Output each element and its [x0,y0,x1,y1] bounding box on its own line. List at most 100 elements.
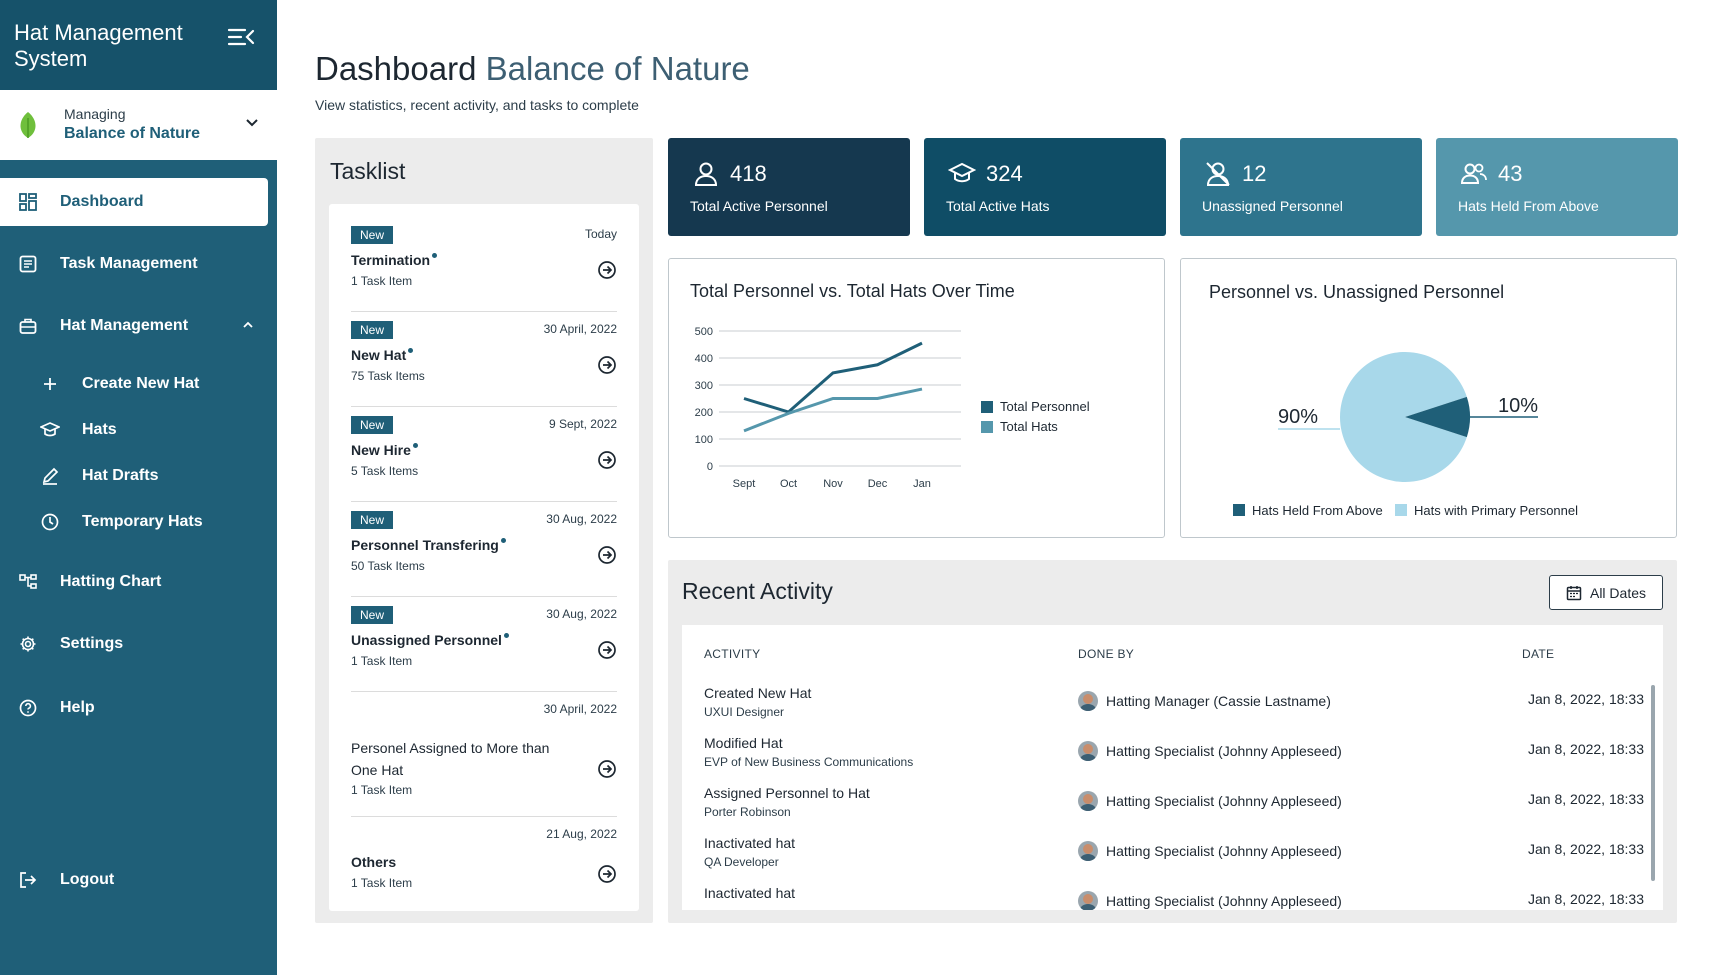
pie-slice [1405,396,1470,438]
calendar-icon [1566,585,1582,600]
task-count: 1 Task Item [351,783,413,797]
sidebar-item-label: Task Management [60,255,198,272]
logout-icon [18,870,38,890]
sidebar-item-task-management[interactable]: Task Management [0,240,268,288]
all-dates-button[interactable]: All Dates [1549,575,1663,610]
activity-subtitle: QA Developer [704,855,779,869]
arrow-right-circle-icon[interactable] [597,640,617,660]
task-item[interactable]: New 9 Sept, 2022 New Hire 5 Task Items [351,416,617,502]
table-row[interactable]: Created New Hat UXUI Designer Hatting Ma… [704,685,1644,735]
chart-title: Personnel vs. Unassigned Personnel [1209,282,1505,302]
x-tick-label: Sept [733,478,756,490]
chevron-down-icon[interactable] [245,118,259,128]
table-row[interactable]: Modified Hat EVP of New Business Communi… [704,735,1644,785]
sidebar-item-settings[interactable]: Settings [0,620,268,668]
sidebar-header: Hat Management System [0,0,277,90]
series-line [743,341,923,414]
pie-value-label: 10% [1498,395,1538,417]
legend-label: Total Hats [1000,419,1058,434]
sidebar-item-label: Create New Hat [82,375,200,392]
task-list-icon [18,254,38,274]
table-row[interactable]: Inactivated hat QA Developer Hatting Spe… [704,835,1644,885]
stat-card-active-hats: 324 Total Active Hats [924,138,1166,236]
leaf-icon [20,112,36,138]
task-item[interactable]: 30 April, 2022 Personel Assigned to More… [351,701,617,817]
arrow-right-circle-icon[interactable] [597,450,617,470]
new-badge: New [351,606,394,624]
task-item[interactable]: 21 Aug, 2022 Others 1 Task Item [351,826,617,906]
task-date: 30 Aug, 2022 [546,512,617,526]
scrollbar[interactable] [1651,685,1655,881]
task-date: 30 April, 2022 [543,702,617,716]
x-tick-label: Dec [868,478,888,490]
arrow-right-circle-icon[interactable] [597,545,617,565]
activity-subtitle: EVP of New Business Communications [704,755,914,769]
sidebar-item-label: Temporary Hats [82,513,203,530]
y-tick-label: 500 [695,326,713,338]
table-row[interactable]: Inactivated hat Hatting Specialist (John… [704,885,1644,910]
task-name: Unassigned Personnel [351,632,509,648]
tasklist-card: New Today Termination 1 Task Item New 30… [329,204,639,911]
managing-value: Balance of Nature [64,125,201,142]
plus-icon [40,374,60,394]
new-badge: New [351,226,394,244]
arrow-right-circle-icon[interactable] [597,759,617,779]
sidebar-item-hat-management[interactable]: Hat Management [0,302,268,350]
task-date: 30 Aug, 2022 [546,607,617,621]
sidebar-item-dashboard[interactable]: Dashboard [0,178,268,226]
task-count: 50 Task Items [351,559,425,573]
stat-label: Hats Held From Above [1458,198,1599,214]
legend-swatch [981,421,993,433]
collapse-menu-icon[interactable] [227,26,255,48]
activity-date: Jan 8, 2022, 18:33 [1528,741,1644,757]
x-tick-label: Nov [823,478,843,490]
page-subtitle: View statistics, recent activity, and ta… [315,97,639,113]
sidebar-item-hat-drafts[interactable]: Hat Drafts [0,452,268,500]
activity-title: Inactivated hat [704,885,796,901]
sidebar-item-hatting-chart[interactable]: Hatting Chart [0,558,268,606]
pie-chart-card: Personnel vs. Unassigned Personnel 10% 90… [1180,258,1677,538]
tasklist-title: Tasklist [330,158,406,184]
y-tick-label: 200 [695,407,713,419]
clock-icon [40,512,60,532]
task-date: Today [584,227,617,241]
stat-value: 43 [1498,161,1523,186]
task-count: 75 Task Items [351,369,425,383]
graduation-cap-icon [40,420,60,440]
arrow-right-circle-icon[interactable] [597,864,617,884]
sidebar-item-label: Hats [82,421,117,438]
avatar [1078,841,1098,861]
y-tick-label: 300 [695,380,713,392]
sidebar-item-temporary-hats[interactable]: Temporary Hats [0,498,268,546]
task-item[interactable]: New 30 Aug, 2022 Unassigned Personnel 1 … [351,606,617,692]
table-row[interactable]: Assigned Personnel to Hat Porter Robinso… [704,785,1644,835]
sidebar-item-logout[interactable]: Logout [0,856,268,904]
task-count: 1 Task Item [351,876,413,890]
tasklist-panel: Tasklist New Today Termination 1 Task It… [315,138,653,923]
chart-title: Total Personnel vs. Total Hats Over Time [690,281,1015,301]
sidebar-item-help[interactable]: Help [0,684,268,732]
activity-date: Jan 8, 2022, 18:33 [1528,841,1644,857]
y-tick-label: 400 [695,353,713,365]
unread-dot [500,538,506,543]
stat-value: 12 [1242,161,1267,186]
task-item[interactable]: New 30 Aug, 2022 Personnel Transfering 5… [351,511,617,597]
avatar [1078,891,1098,910]
task-item[interactable]: New Today Termination 1 Task Item [351,226,617,312]
pie-value-label: 90% [1278,406,1318,428]
arrow-right-circle-icon[interactable] [597,355,617,375]
chevron-up-icon[interactable] [242,321,254,329]
help-icon [18,698,38,718]
task-date: 30 April, 2022 [543,322,617,336]
sidebar-item-create-new-hat[interactable]: Create New Hat [0,360,268,408]
task-item[interactable]: New 30 April, 2022 New Hat 75 Task Items [351,321,617,407]
person-off-icon [1206,162,1230,186]
task-date: 21 Aug, 2022 [546,827,617,841]
pencil-icon [40,466,60,486]
activity-table: ACTIVITY DONE BY DATE Created New Hat UX… [682,625,1663,910]
arrow-right-circle-icon[interactable] [597,260,617,280]
stat-value: 324 [986,161,1023,186]
sidebar-item-hats[interactable]: Hats [0,406,268,454]
sidebar-item-label: Hatting Chart [60,573,162,590]
managing-selector[interactable]: Managing Balance of Nature [0,90,277,160]
